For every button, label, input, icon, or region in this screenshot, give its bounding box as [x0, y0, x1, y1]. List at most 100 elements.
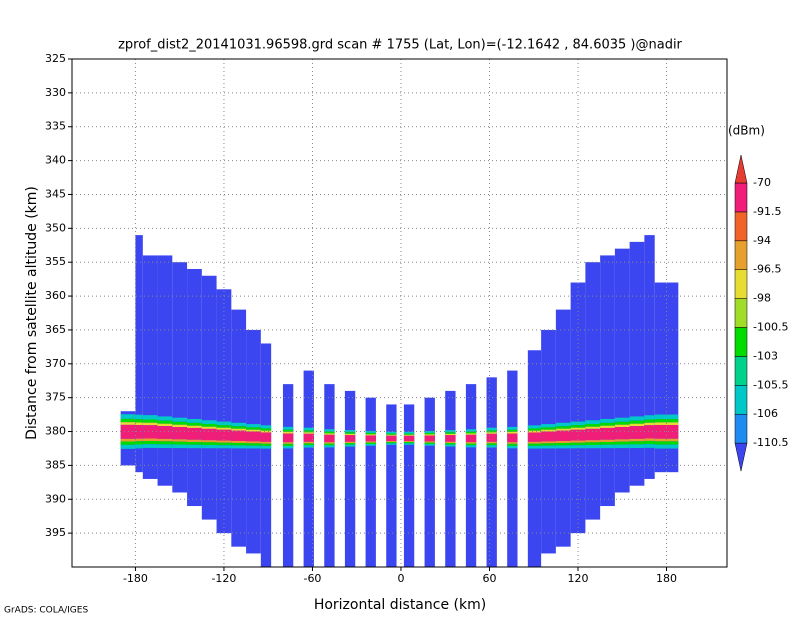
bright-band: [282, 429, 294, 432]
y-tick-label: 345: [45, 187, 66, 200]
bright-band: [465, 429, 477, 432]
bright-band: [614, 417, 630, 422]
bright-band: [231, 445, 247, 449]
bright-band: [344, 444, 356, 447]
bright-band: [403, 433, 415, 435]
colorbar-tick-label: -106: [753, 407, 778, 420]
bright-band: [600, 427, 615, 440]
bright-band: [120, 441, 136, 445]
bright-band: [303, 441, 314, 444]
bright-band: [324, 429, 335, 432]
y-tick-label: 375: [45, 391, 66, 404]
bright-band: [120, 438, 136, 442]
bright-band: [187, 425, 202, 428]
y-tick-label: 380: [45, 425, 66, 438]
bright-band: [507, 433, 518, 443]
bright-band: [585, 442, 601, 446]
bright-band: [555, 428, 571, 431]
swath-column: [201, 275, 217, 520]
bright-band: [231, 441, 247, 443]
bright-band: [344, 430, 356, 433]
swath-column: [629, 241, 645, 486]
bright-band: [157, 441, 173, 445]
colorbar-segment: [734, 269, 748, 299]
bright-band: [465, 433, 477, 435]
bright-band: [445, 433, 456, 436]
bright-band: [324, 442, 335, 444]
bright-band: [654, 414, 679, 420]
bright-band: [201, 428, 217, 441]
bright-band: [629, 423, 645, 427]
bright-band: [260, 441, 272, 444]
bright-band: [465, 442, 477, 444]
bright-band: [216, 440, 232, 443]
x-axis-label: Horizontal distance (km): [314, 597, 486, 613]
swath-column: [282, 384, 294, 567]
swath-column: [365, 397, 376, 567]
colorbar-triangle: [734, 154, 748, 184]
swath-column: [527, 350, 542, 567]
bright-band: [629, 416, 645, 421]
bright-band: [135, 438, 143, 442]
bright-band: [282, 426, 294, 430]
bright-band: [135, 422, 143, 426]
x-tick-label: 120: [568, 572, 589, 585]
bright-band: [527, 441, 542, 444]
y-tick-label: 330: [45, 86, 66, 99]
bright-band: [303, 445, 314, 448]
colorbar-tick-label: -91.5: [753, 205, 781, 218]
bright-band: [246, 441, 261, 444]
x-tick-label: 0: [397, 572, 404, 585]
bright-band: [201, 442, 217, 446]
bright-band: [157, 423, 173, 427]
bright-band: [324, 443, 335, 446]
y-tick-label: 360: [45, 289, 66, 302]
colorbar-segment: [734, 385, 748, 415]
bright-band: [541, 424, 556, 428]
bright-band: [142, 422, 158, 426]
bright-band: [541, 441, 556, 444]
bright-band: [585, 426, 601, 429]
bright-band: [654, 419, 679, 423]
bright-band: [142, 425, 158, 439]
bright-band: [555, 430, 571, 442]
bright-band: [585, 424, 601, 427]
bright-band: [614, 427, 630, 440]
bright-band: [644, 422, 655, 426]
bright-band: [344, 432, 356, 434]
bright-band: [260, 430, 272, 433]
bright-band: [600, 418, 615, 423]
bright-band: [246, 445, 261, 449]
bright-band: [187, 427, 202, 440]
bright-band: [614, 424, 630, 428]
bright-band: [527, 443, 542, 446]
bright-band: [570, 425, 586, 428]
bright-band: [142, 419, 158, 423]
bright-band: [231, 442, 247, 446]
x-tick-label: -120: [211, 572, 236, 585]
bright-band: [600, 444, 615, 449]
bright-band: [507, 445, 518, 449]
bright-band: [157, 420, 173, 424]
bright-band: [654, 444, 679, 449]
bright-band: [260, 432, 272, 442]
bright-band: [303, 427, 314, 431]
bright-band: [445, 430, 456, 433]
bright-band: [157, 426, 173, 439]
bright-band: [282, 443, 294, 446]
bright-band: [344, 435, 356, 442]
swath-column: [600, 255, 615, 507]
bright-band: [260, 425, 272, 429]
bright-band: [445, 432, 456, 434]
bright-band: [187, 422, 202, 426]
bright-band: [365, 442, 376, 444]
bright-band: [231, 422, 247, 427]
bright-band: [555, 426, 571, 429]
bright-band: [246, 429, 261, 432]
bright-band: [541, 443, 556, 446]
bright-band: [465, 431, 477, 434]
bright-band: [403, 431, 415, 434]
bright-band: [527, 428, 542, 431]
bright-band: [172, 441, 188, 445]
colorbar-tick-label: -105.5: [753, 378, 788, 391]
